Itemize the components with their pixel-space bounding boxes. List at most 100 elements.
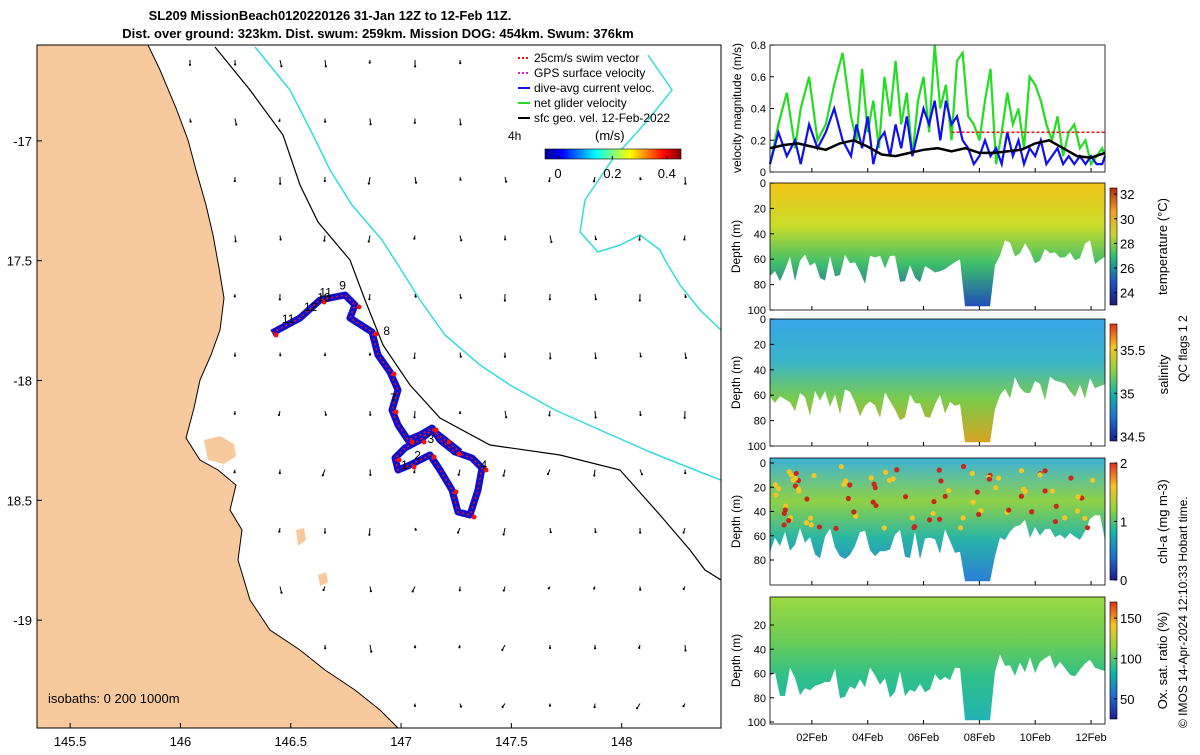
chl-sample-dot xyxy=(793,476,798,481)
geo-vector-head xyxy=(413,357,415,359)
chl-sample-dot xyxy=(1090,478,1095,483)
chl-sample-dot xyxy=(787,469,792,474)
legend-entry: dive-avg current veloc. xyxy=(534,81,655,95)
colorbar-tick-label: 150 xyxy=(1120,611,1142,626)
section-y-tick-label: 40 xyxy=(754,229,766,241)
day-label: 9 xyxy=(339,278,346,292)
geo-vector-head xyxy=(460,297,462,299)
colorbar-tick-label: 0.4 xyxy=(658,166,676,181)
geo-vector-head xyxy=(459,123,461,125)
geo-vector-head xyxy=(501,649,503,651)
geo-vector-head xyxy=(369,414,371,416)
track-swim-marker xyxy=(457,452,462,457)
day-label: 3 xyxy=(428,432,435,446)
chl-sample-dot xyxy=(975,489,980,494)
geo-vector-head xyxy=(323,240,325,242)
chl-sample-dot xyxy=(782,511,787,516)
colorbar-tick-label: 26 xyxy=(1120,261,1134,276)
chl-sample-dot xyxy=(804,520,809,525)
geo-vector-head xyxy=(547,473,549,475)
section-y-tick-label: 60 xyxy=(754,390,766,402)
geo-vector-head xyxy=(549,298,551,300)
chl-sample-dot xyxy=(927,517,932,522)
geo-vector-head xyxy=(280,592,282,594)
geo-vector-head xyxy=(413,416,415,418)
geo-vector-head xyxy=(234,180,236,182)
chl-sample-dot xyxy=(937,517,942,522)
day-label: 11 xyxy=(282,312,295,326)
track-swim-marker xyxy=(454,490,459,495)
geo-vector-head xyxy=(549,357,551,359)
chl-sample-dot xyxy=(869,475,874,480)
section-y-tick-label: 20 xyxy=(754,203,766,215)
geo-vector-head xyxy=(235,123,237,125)
geo-vector-head xyxy=(415,182,417,184)
geo-vector-head xyxy=(460,239,462,241)
geo-vector-head xyxy=(324,180,326,182)
geo-vector-head xyxy=(504,299,506,301)
velocity-y-label: velocity magnitude (m/s) xyxy=(730,43,744,173)
track-swim-marker xyxy=(434,428,439,433)
chl-sample-dot xyxy=(1023,489,1028,494)
geo-vector-head xyxy=(459,179,461,181)
geo-vector-head xyxy=(460,706,462,708)
chl-sample-dot xyxy=(1075,508,1080,513)
chl-sample-dot xyxy=(871,500,876,505)
chl-sample-dot xyxy=(1019,468,1024,473)
chl-sample-dot xyxy=(883,470,888,475)
qc-flags-note: QC flags 1 2 xyxy=(1176,315,1190,382)
geo-vector-head xyxy=(413,238,415,240)
day-label: 11 xyxy=(319,286,332,300)
time-tick-label: 12Feb xyxy=(1075,732,1106,744)
chl-sample-dot xyxy=(943,494,948,499)
colorbar-tick-label: 1 xyxy=(1120,515,1127,530)
section-colorbar xyxy=(1110,324,1117,441)
geo-vector-head xyxy=(595,238,597,240)
section-y-label: Depth (m) xyxy=(729,220,743,273)
chl-sample-dot xyxy=(873,485,878,490)
chl-sample-dot xyxy=(911,525,916,530)
geo-vector-head xyxy=(638,647,640,649)
geo-vector-head xyxy=(279,354,281,356)
map-y-tick-label: -18 xyxy=(13,374,32,389)
geo-vector-head xyxy=(322,474,324,476)
geo-vector-head xyxy=(368,182,370,184)
map-x-tick-label: 148 xyxy=(611,734,633,749)
geo-vector-head xyxy=(324,121,326,123)
chl-sample-dot xyxy=(839,464,844,469)
geo-vector-head xyxy=(414,646,416,648)
geo-vector-head xyxy=(459,412,461,414)
geo-vector-head xyxy=(278,120,280,122)
section-colorbar xyxy=(1110,188,1117,305)
colorbar-label: chl-a (mg m-3) xyxy=(1155,479,1170,564)
geo-vector-head xyxy=(684,649,686,651)
geo-vector-head xyxy=(459,589,461,591)
geo-vector-head xyxy=(504,238,506,240)
chl-sample-dot xyxy=(1006,507,1011,512)
geo-vector-head xyxy=(459,62,461,64)
chl-sample-dot xyxy=(987,477,992,482)
geo-vector-head xyxy=(683,238,685,240)
colorbar-tick-label: 30 xyxy=(1120,212,1134,227)
geo-vector-head xyxy=(189,64,191,66)
colorbar-tick-label: 34.5 xyxy=(1120,430,1145,445)
time-tick-label: 02Feb xyxy=(796,732,827,744)
geo-vector-head xyxy=(641,473,643,475)
time-tick-label: 10Feb xyxy=(1020,732,1051,744)
geo-vector-head xyxy=(550,241,552,243)
chl-sample-dot xyxy=(808,516,813,521)
section-y-label: Depth (m) xyxy=(729,356,743,409)
geo-vector-head xyxy=(279,298,281,300)
track-swim-marker xyxy=(412,465,417,470)
lag-label: 4h xyxy=(508,129,521,143)
day-label: 4 xyxy=(480,458,487,472)
map-y-tick-label: 17.5 xyxy=(7,254,32,269)
section-y-tick-label: 80 xyxy=(754,280,766,292)
chl-sample-dot xyxy=(796,486,801,491)
geo-vector-head xyxy=(503,589,505,591)
geo-vector-head xyxy=(549,705,551,707)
colorbar-label: Ox. sat. ratio (%) xyxy=(1155,612,1170,710)
map-y-tick-label: -19 xyxy=(13,613,32,628)
